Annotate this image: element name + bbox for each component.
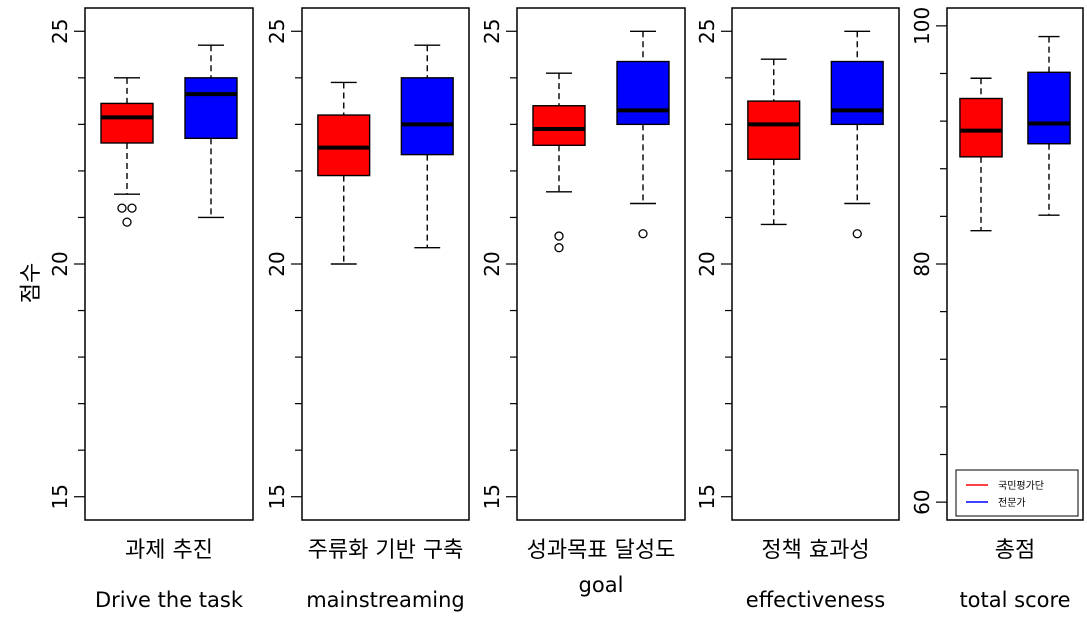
y-tick-label: 100 bbox=[910, 7, 934, 45]
outlier-point bbox=[554, 243, 564, 253]
english-label: Drive the task bbox=[95, 588, 244, 612]
y-tick-label: 15 bbox=[48, 484, 72, 509]
iqr-box bbox=[184, 77, 238, 140]
y-tick-label: 25 bbox=[695, 19, 719, 44]
category-label: 총점 bbox=[995, 538, 1035, 563]
panel-3: 15 20 25 성과목표 달성도 goal bbox=[480, 7, 686, 597]
legend-entry: 전문가 bbox=[998, 497, 1026, 509]
y-tick-label: 20 bbox=[48, 251, 72, 276]
category-label: 정책 효과성 bbox=[761, 538, 869, 563]
y-tick-label: 25 bbox=[265, 19, 289, 44]
english-label: total score bbox=[959, 588, 1070, 612]
y-tick-label: 15 bbox=[480, 484, 504, 509]
english-label: goal bbox=[579, 573, 624, 597]
y-axis-label: 점수 bbox=[19, 263, 44, 303]
box-expert bbox=[616, 30, 670, 239]
english-label: mainstreaming bbox=[306, 588, 465, 612]
category-label: 주류화 기반 구축 bbox=[308, 538, 464, 563]
iqr-box bbox=[317, 114, 371, 177]
y-tick-label: 15 bbox=[265, 484, 289, 509]
box-citizen bbox=[317, 81, 371, 265]
iqr-box bbox=[830, 60, 884, 126]
y-tick-label: 20 bbox=[265, 251, 289, 276]
y-tick-label: 25 bbox=[480, 19, 504, 44]
box-expert bbox=[400, 44, 454, 249]
outlier-point bbox=[122, 217, 132, 227]
iqr-box bbox=[1027, 71, 1071, 145]
box-citizen bbox=[959, 77, 1003, 232]
iqr-box bbox=[400, 77, 454, 156]
outlier-point bbox=[554, 231, 564, 241]
category-label: 과제 추진 bbox=[125, 538, 213, 563]
english-label: effectiveness bbox=[746, 588, 885, 612]
box-expert bbox=[830, 30, 884, 239]
iqr-box bbox=[747, 100, 801, 160]
box-citizen bbox=[747, 58, 801, 226]
outlier-point bbox=[638, 229, 648, 239]
outlier-point bbox=[127, 203, 137, 213]
box-citizen bbox=[532, 72, 586, 253]
outlier-point bbox=[852, 229, 862, 239]
legend-box bbox=[955, 469, 1079, 517]
panel-4: 15 20 25 정책 효과성 effectiveness bbox=[695, 7, 900, 612]
y-tick-label: 25 bbox=[48, 19, 72, 44]
legend-entry: 국민평가단 bbox=[998, 480, 1044, 492]
panel-2: 15 20 25 주류화 기반 구축 mainstreaming bbox=[265, 7, 470, 612]
y-tick-label: 20 bbox=[695, 251, 719, 276]
iqr-box bbox=[532, 105, 586, 147]
y-tick-label: 15 bbox=[695, 484, 719, 509]
panel-1: 15 20 25 과제 추진 Drive the task bbox=[48, 7, 254, 612]
box-expert bbox=[184, 44, 238, 219]
outlier-point bbox=[117, 203, 127, 213]
box-expert bbox=[1027, 35, 1071, 216]
y-tick-label: 60 bbox=[910, 489, 934, 514]
y-tick-label: 20 bbox=[480, 251, 504, 276]
box-citizen bbox=[100, 77, 154, 227]
iqr-box bbox=[100, 102, 154, 144]
y-tick-label: 80 bbox=[910, 251, 934, 276]
iqr-box bbox=[616, 60, 670, 126]
category-label: 성과목표 달성도 bbox=[527, 538, 676, 563]
iqr-box bbox=[959, 97, 1003, 158]
